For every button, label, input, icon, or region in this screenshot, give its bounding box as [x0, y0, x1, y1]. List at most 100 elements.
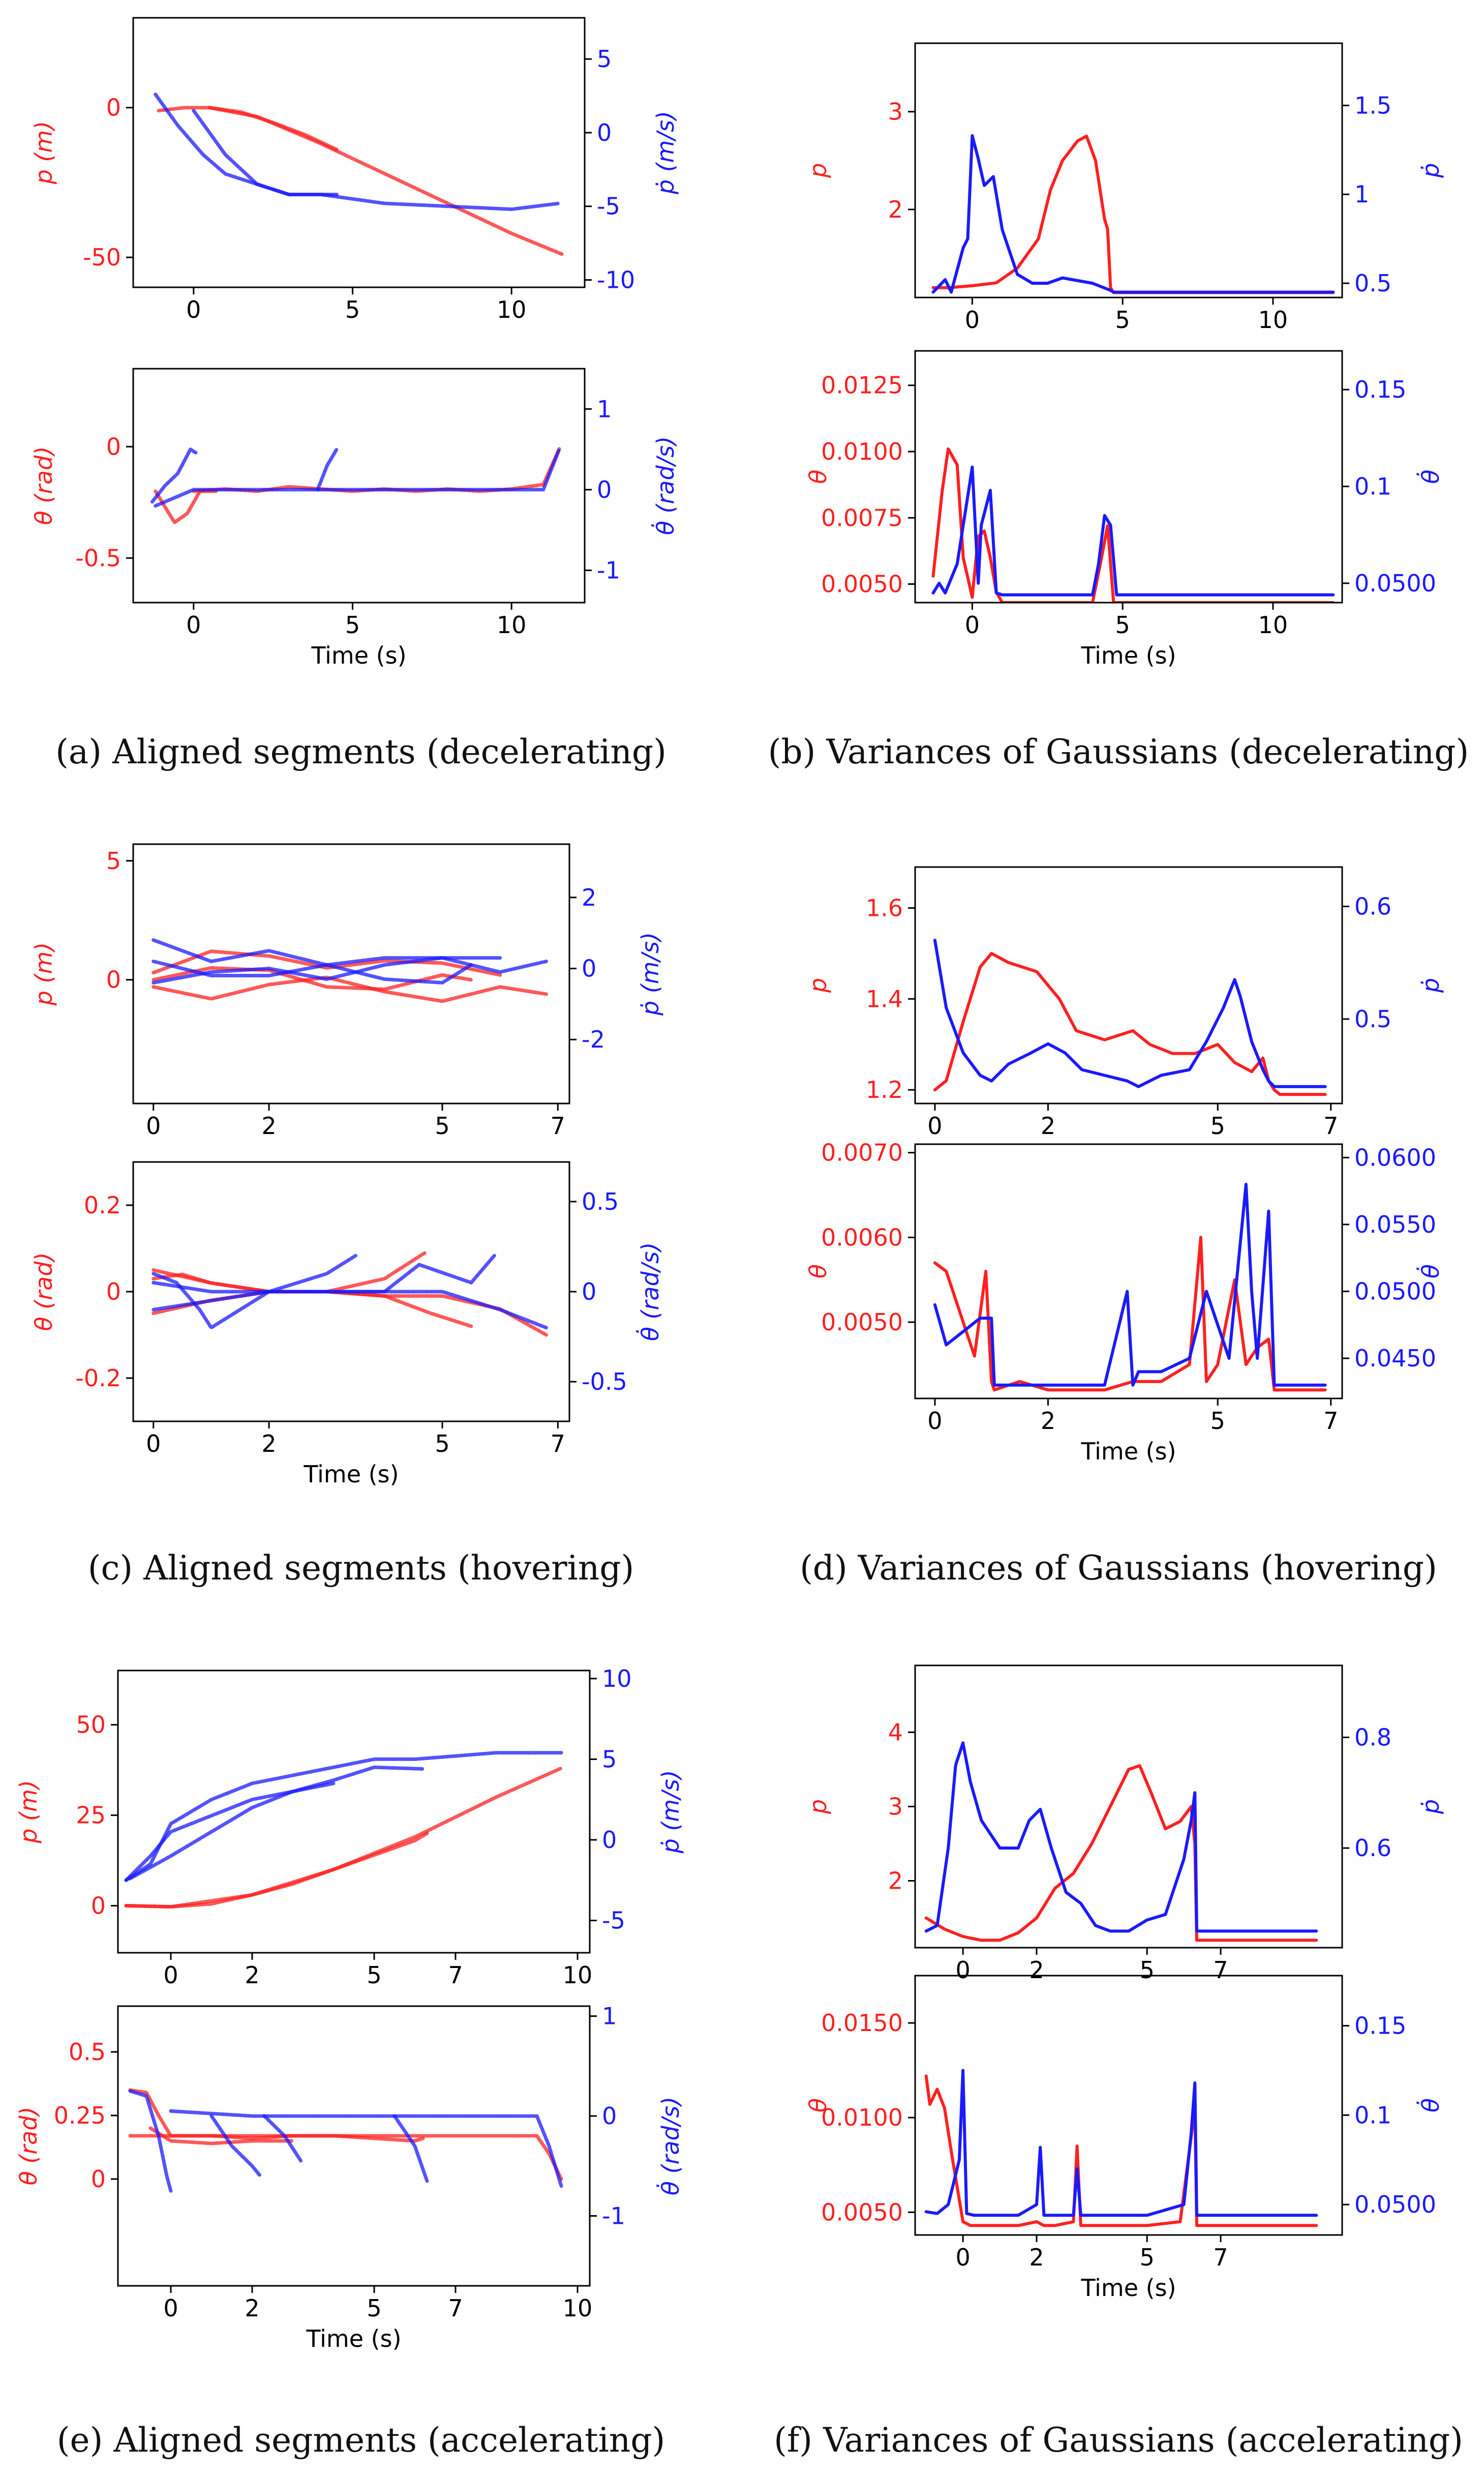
y2label-a-top: ṗ (m/s) — [652, 111, 679, 195]
y2tick-label: 0.5 — [1354, 1005, 1391, 1033]
y2tick-label: 0.0450 — [1354, 1345, 1436, 1372]
y2tick-label: -5 — [602, 1907, 625, 1934]
series-f-top-1 — [924, 1741, 1318, 1933]
xtick-label: 2 — [261, 1112, 276, 1140]
xtick-label: 0 — [186, 611, 201, 639]
series-e-top-1 — [124, 1766, 563, 1909]
ytick-label: 0.0070 — [821, 1139, 903, 1167]
y2label-d-top: ṗ — [1417, 978, 1444, 993]
xtick-label: 5 — [1140, 1956, 1155, 1984]
y2tick-label: 0 — [602, 1826, 617, 1854]
ytick-label: 4 — [888, 1718, 903, 1746]
series-e-top-0 — [124, 1831, 429, 1909]
y2label-c-bot: θ̇ (rad/s) — [636, 1242, 664, 1341]
ytick-label: 1.6 — [866, 894, 903, 921]
xtick-label: 0 — [955, 2244, 970, 2271]
series-c-top-0 — [152, 949, 502, 977]
xtick-label: 10 — [1258, 611, 1288, 639]
ytick-label: 0.0050 — [821, 1308, 903, 1336]
y2tick-label: 0.5 — [582, 1188, 619, 1215]
xtick-label: 10 — [563, 2294, 593, 2322]
ytick-label: 0.0100 — [821, 438, 903, 465]
y2tick-label: 10 — [602, 1665, 632, 1692]
ytick-label: 0.0125 — [821, 372, 903, 399]
caption-b-letter: (b) — [768, 732, 816, 771]
plot-frame-e-top — [117, 1669, 591, 1954]
y2tick-label: 0.15 — [1354, 376, 1406, 403]
caption-f-letter: (f) — [774, 2421, 813, 2460]
chart-b-bot: 0 5 10 0.0050 0.0075 0.0100 0.0125 0.0500 0.1 0.1… — [804, 350, 1444, 669]
xlabel-f-bot: Time (s) — [1080, 2274, 1176, 2302]
xtick-label: 5 — [1115, 306, 1130, 334]
y2tick-label: 0.8 — [1354, 1723, 1391, 1751]
xtick-label: 5 — [435, 1430, 449, 1457]
series-c-top-5 — [152, 960, 473, 985]
y2tick-label: 0.1 — [1354, 2101, 1391, 2129]
ytick-label: 0 — [106, 94, 121, 122]
xtick-label: 5 — [1210, 1407, 1225, 1435]
plot-frame-c-top — [132, 843, 570, 1105]
caption-f: (f) Variances of Gaussians (accelerating… — [763, 2421, 1474, 2460]
y2label-c-top: ṗ (m/s) — [637, 932, 664, 1016]
series-a-bot-1 — [192, 447, 561, 493]
xtick-label: 0 — [927, 1407, 942, 1435]
xlabel-a-bot: Time (s) — [311, 642, 406, 669]
xtick-label: 2 — [245, 2294, 259, 2322]
plot-frame-d-top — [914, 866, 1343, 1105]
plot-frame-b-bot — [914, 350, 1343, 604]
ytick-label: 0 — [91, 2165, 106, 2193]
ytick-label: -0.5 — [75, 544, 121, 572]
series-c-top-1 — [152, 975, 548, 1003]
chart-a-bot: 0 5 10 -0.5 0 -1 0 1 θ (rad) θ̇ (rad/s) Time (s) — [30, 368, 679, 669]
chart-d-bot: 0 2 5 7 0.0050 0.0060 0.0070 0.0450 0.0500 0.0550… — [804, 1139, 1444, 1465]
xtick-label: 5 — [1210, 1112, 1225, 1140]
ylabel-b-bot: θ — [804, 469, 832, 484]
ytick-label: 0.0100 — [821, 2104, 903, 2131]
xtick-label: 10 — [563, 1961, 593, 1989]
series-a-top-3 — [192, 109, 561, 211]
series-e-bot-4 — [169, 2109, 563, 2188]
ytick-label: 3 — [888, 1793, 903, 1821]
caption-e-text: Aligned segments (accelerating) — [113, 2421, 665, 2460]
ytick-label: 3 — [888, 98, 903, 126]
plot-frame-a-bot — [132, 368, 586, 604]
ytick-label: 0 — [91, 1892, 106, 1920]
caption-d-text: Variances of Gaussians (hovering) — [858, 1548, 1437, 1588]
ytick-label: 0.5 — [69, 2038, 106, 2066]
ytick-label: 5 — [106, 847, 121, 875]
xtick-label: 7 — [1323, 1407, 1338, 1435]
caption-b-text: Variances of Gaussians (decelerating) — [826, 732, 1469, 771]
xtick-label: 2 — [1041, 1112, 1055, 1140]
series-f-bot-0 — [924, 2074, 1318, 2227]
y2tick-label: 1 — [597, 395, 612, 423]
chart-e-bot: 0 2 5 7 10 0 0.25 0.5 -1 0 1 θ (rad) θ̇ (rad/s) Time … — [15, 2003, 684, 2352]
y2tick-label: 0 — [597, 119, 612, 146]
ytick-label: -50 — [83, 244, 121, 271]
chart-b-top: 0 5 10 2 3 0.5 1 1.5 p ṗ — [804, 42, 1444, 334]
ytick-label: 25 — [76, 1802, 106, 1829]
series-d-top-0 — [933, 951, 1327, 1096]
series-a-top-1 — [207, 106, 564, 256]
series-e-top-3 — [124, 1751, 563, 1882]
y2tick-label: 5 — [597, 45, 612, 73]
chart-d-top: 0 2 5 7 1.2 1.4 1.6 0.5 0.6 p ṗ — [804, 866, 1444, 1140]
series-e-bot-7 — [392, 2114, 429, 2183]
series-e-bot-2 — [148, 2126, 295, 2145]
series-c-bot-5 — [152, 1254, 496, 1294]
y2tick-label: -1 — [597, 557, 620, 584]
caption-c-letter: (c) — [87, 1548, 133, 1588]
series-b-bot-1 — [931, 465, 1335, 597]
ylabel-f-top: p — [804, 1799, 832, 1814]
ytick-label: 0.0075 — [821, 504, 903, 531]
ylabel-b-top: p — [804, 163, 832, 178]
series-e-bot-5 — [209, 2114, 262, 2178]
xtick-label: 7 — [551, 1430, 565, 1457]
xtick-label: 2 — [261, 1430, 276, 1457]
y2label-e-bot: θ̇ (rad/s) — [656, 2097, 684, 2195]
ylabel-e-top: p (m) — [15, 1780, 42, 1844]
xtick-label: 2 — [245, 1961, 259, 1989]
xtick-label: 0 — [163, 1961, 178, 1989]
